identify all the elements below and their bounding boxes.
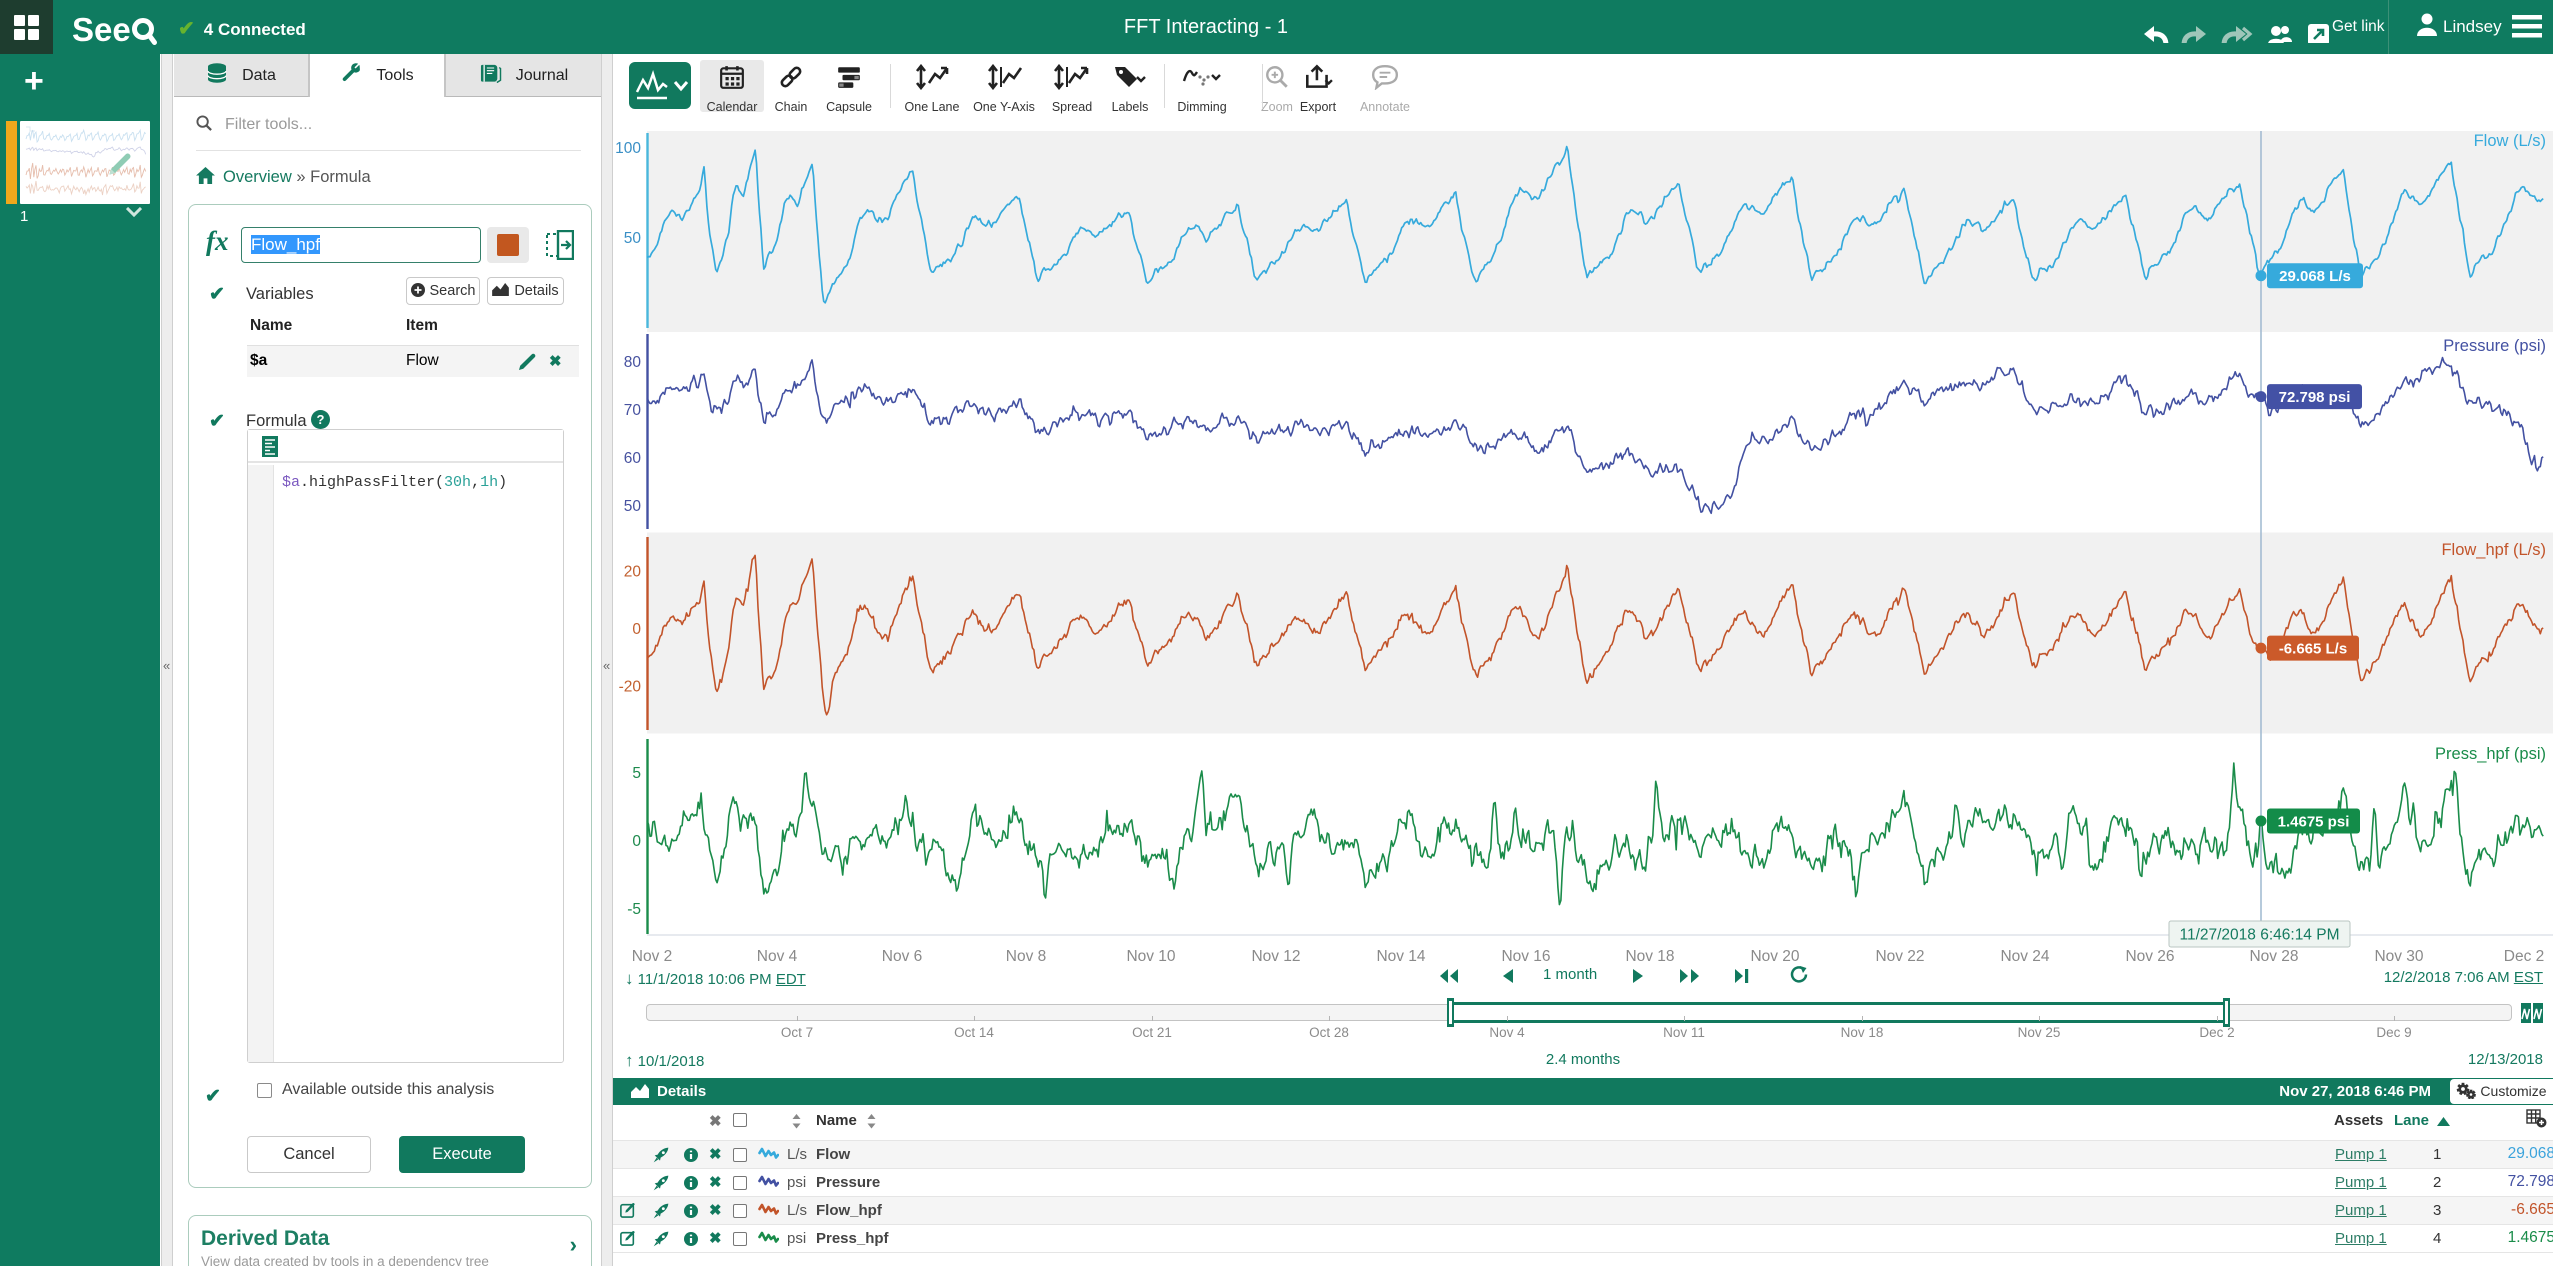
svg-text:50: 50: [624, 498, 642, 515]
svg-text:50: 50: [624, 230, 642, 247]
svg-text:Nov 24: Nov 24: [2000, 948, 2049, 965]
svg-text:Press_hpf (psi): Press_hpf (psi): [2435, 745, 2546, 763]
svg-text:Nov 6: Nov 6: [882, 948, 923, 965]
svg-text:Nov 8: Nov 8: [1006, 948, 1047, 965]
svg-text:5: 5: [632, 765, 641, 782]
svg-text:-5: -5: [627, 901, 641, 918]
svg-text:Nov 26: Nov 26: [2125, 948, 2174, 965]
svg-text:Nov 20: Nov 20: [1750, 948, 1799, 965]
svg-text:100: 100: [615, 140, 641, 157]
svg-text:60: 60: [624, 450, 642, 467]
svg-text:80: 80: [624, 354, 642, 371]
svg-text:Nov 2: Nov 2: [632, 948, 673, 965]
svg-text:0: 0: [632, 833, 641, 850]
svg-text:Nov 22: Nov 22: [1875, 948, 1924, 965]
svg-text:Pressure (psi): Pressure (psi): [2443, 337, 2546, 355]
svg-text:Flow_hpf (L/s): Flow_hpf (L/s): [2441, 541, 2546, 559]
svg-text:Nov 12: Nov 12: [1251, 948, 1300, 965]
svg-text:Nov 10: Nov 10: [1126, 948, 1175, 965]
svg-text:Nov 4: Nov 4: [757, 948, 798, 965]
svg-text:Nov 14: Nov 14: [1376, 948, 1425, 965]
svg-text:Flow (L/s): Flow (L/s): [2474, 132, 2546, 150]
svg-text:Nov 30: Nov 30: [2374, 948, 2423, 965]
svg-text:-20: -20: [619, 678, 642, 695]
svg-text:-6.665 L/s: -6.665 L/s: [2279, 641, 2347, 658]
svg-text:Nov 16: Nov 16: [1501, 948, 1550, 965]
svg-text:1.4675 psi: 1.4675 psi: [2278, 814, 2350, 831]
svg-text:29.068 L/s: 29.068 L/s: [2279, 268, 2351, 285]
svg-text:Dec 2: Dec 2: [2504, 948, 2545, 965]
svg-text:72.798 psi: 72.798 psi: [2279, 389, 2351, 406]
svg-text:11/27/2018 6:46:14 PM: 11/27/2018 6:46:14 PM: [2179, 927, 2339, 944]
svg-text:20: 20: [624, 564, 642, 581]
svg-text:70: 70: [624, 402, 642, 419]
svg-text:0: 0: [632, 621, 641, 638]
svg-text:Nov 18: Nov 18: [1625, 948, 1674, 965]
svg-text:Nov 28: Nov 28: [2249, 948, 2298, 965]
